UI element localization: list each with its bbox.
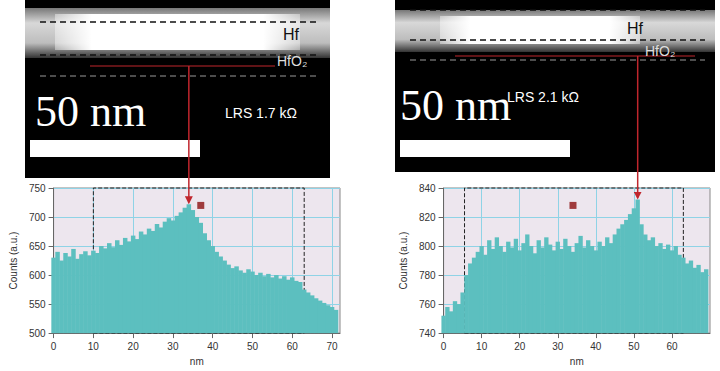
svg-text:Counts (a.u.): Counts (a.u.) bbox=[8, 232, 19, 290]
svg-text:840: 840 bbox=[419, 183, 436, 194]
svg-text:40: 40 bbox=[590, 341, 602, 352]
svg-text:50: 50 bbox=[628, 341, 640, 352]
svg-text:70: 70 bbox=[326, 341, 338, 352]
svg-text:500: 500 bbox=[29, 328, 46, 339]
svg-text:0: 0 bbox=[51, 341, 57, 352]
svg-text:550: 550 bbox=[29, 299, 46, 310]
svg-text:10: 10 bbox=[88, 341, 100, 352]
svg-text:600: 600 bbox=[29, 270, 46, 281]
svg-text:700: 700 bbox=[29, 212, 46, 223]
svg-text:LRS 2.1 kΩ: LRS 2.1 kΩ bbox=[507, 89, 579, 105]
svg-text:50 nm: 50 nm bbox=[35, 87, 146, 136]
svg-text:60: 60 bbox=[666, 341, 678, 352]
svg-text:nm: nm bbox=[570, 356, 584, 367]
svg-text:50: 50 bbox=[247, 341, 259, 352]
svg-text:820: 820 bbox=[419, 212, 436, 223]
svg-text:750: 750 bbox=[29, 183, 46, 194]
svg-text:30: 30 bbox=[552, 341, 564, 352]
svg-text:HfO₂: HfO₂ bbox=[645, 43, 675, 59]
svg-text:650: 650 bbox=[29, 241, 46, 252]
svg-text:10: 10 bbox=[476, 341, 488, 352]
svg-text:0: 0 bbox=[441, 341, 447, 352]
svg-text:LRS 1.7 kΩ: LRS 1.7 kΩ bbox=[225, 105, 297, 121]
svg-text:800: 800 bbox=[419, 241, 436, 252]
svg-text:760: 760 bbox=[419, 299, 436, 310]
svg-text:740: 740 bbox=[419, 328, 436, 339]
svg-text:20: 20 bbox=[514, 341, 526, 352]
svg-text:Hf: Hf bbox=[283, 26, 300, 43]
svg-text:Hf: Hf bbox=[627, 20, 644, 37]
svg-text:780: 780 bbox=[419, 270, 436, 281]
svg-text:HfO₂: HfO₂ bbox=[277, 53, 307, 69]
svg-text:50 nm: 50 nm bbox=[400, 81, 511, 130]
svg-text:Counts (a.u.): Counts (a.u.) bbox=[398, 232, 409, 290]
svg-text:20: 20 bbox=[128, 341, 140, 352]
svg-text:30: 30 bbox=[167, 341, 179, 352]
svg-text:40: 40 bbox=[207, 341, 219, 352]
svg-text:60: 60 bbox=[287, 341, 299, 352]
svg-text:nm: nm bbox=[190, 356, 204, 367]
